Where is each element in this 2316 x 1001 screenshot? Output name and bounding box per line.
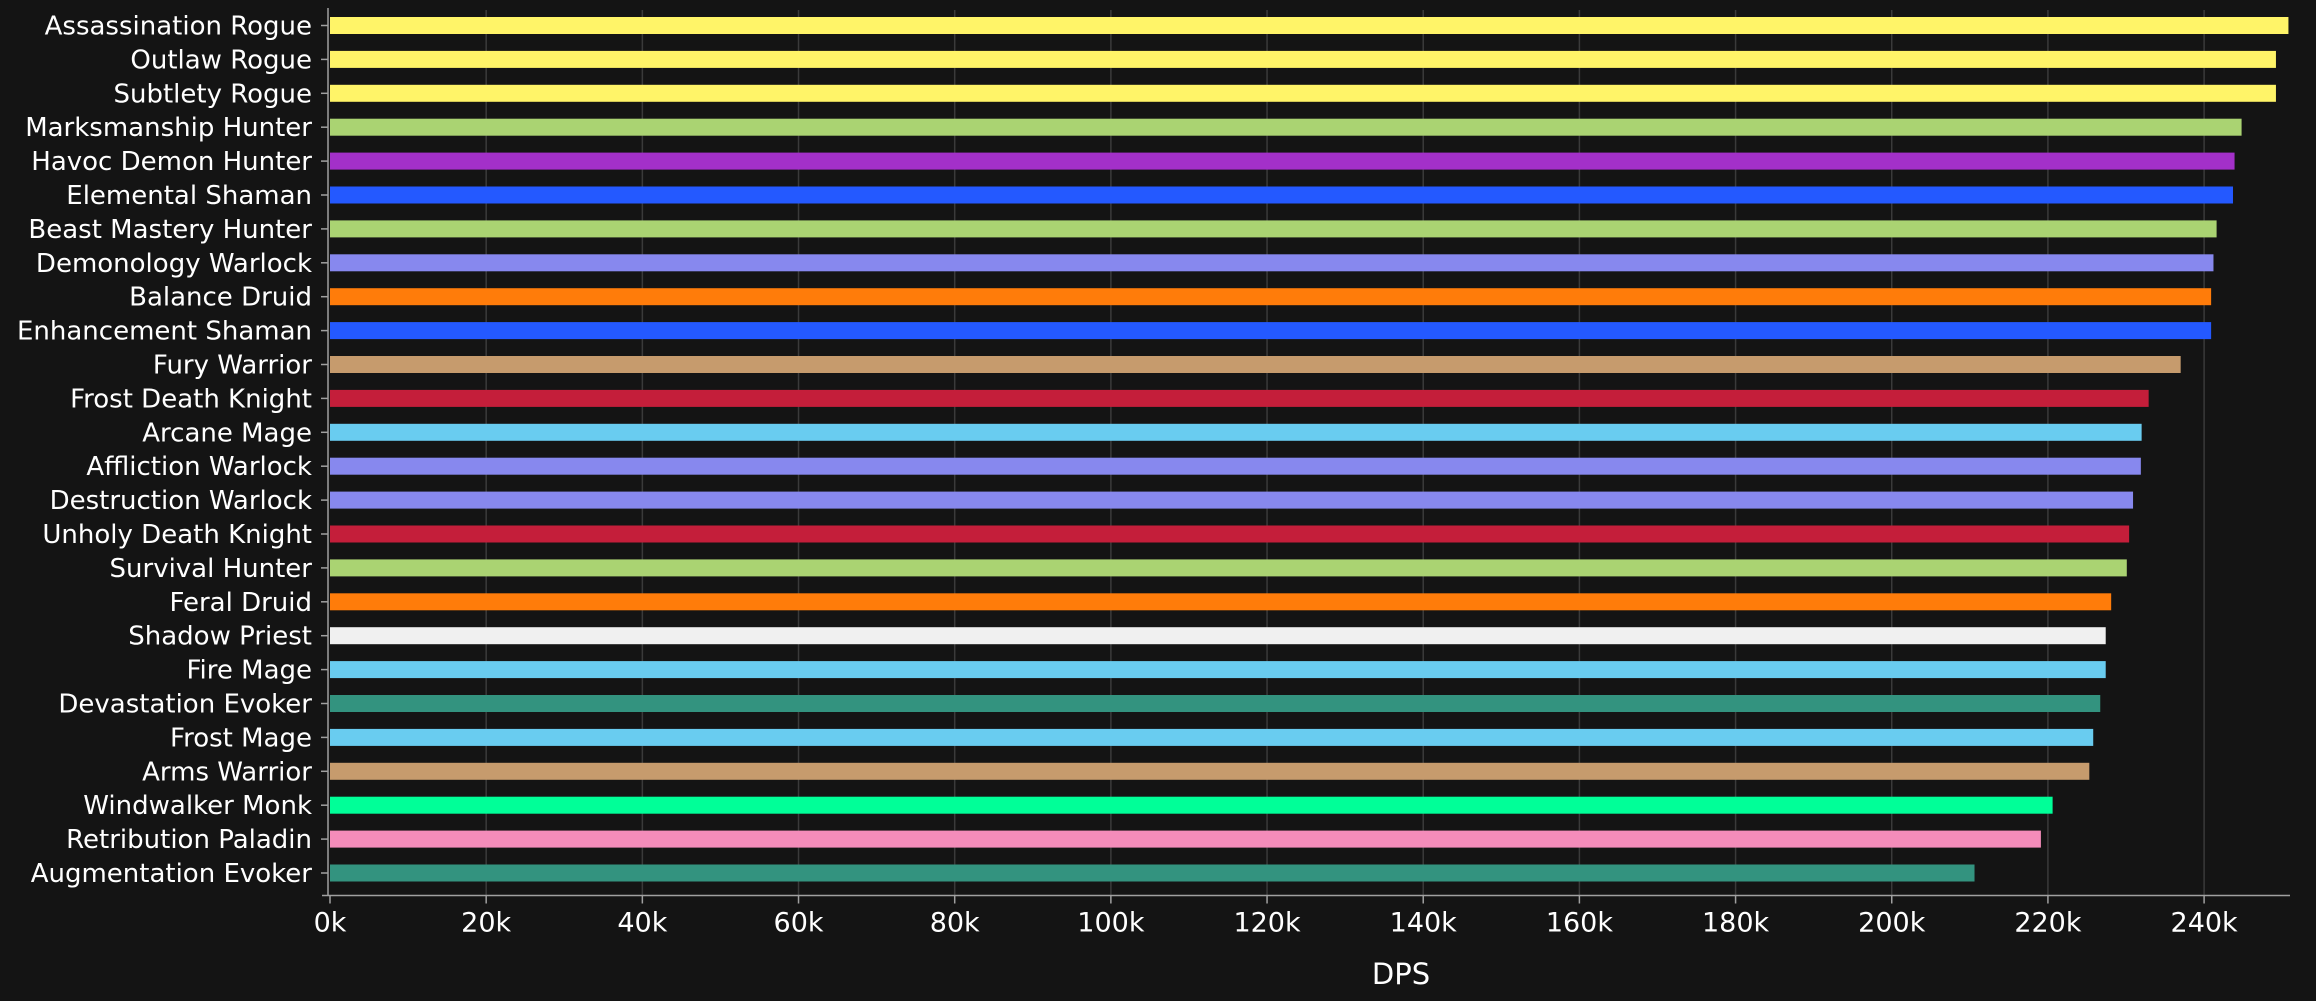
category-label: Outlaw Rogue [130, 45, 312, 75]
x-tick-label: 140k [1390, 908, 1458, 939]
bar [330, 695, 2101, 712]
bar [330, 254, 2214, 272]
x-axis-title: DPS [1372, 957, 1430, 991]
x-tick-label: 160k [1546, 908, 1614, 939]
x-tick-label: 40k [617, 908, 667, 939]
bar [330, 525, 2130, 543]
bar [330, 830, 2041, 848]
category-label: Arcane Mage [142, 418, 312, 448]
bar [330, 559, 2127, 577]
bar [330, 17, 2289, 34]
bar [330, 423, 2142, 441]
category-label: Subtlety Rogue [113, 79, 312, 109]
x-tick-label: 240k [2171, 908, 2239, 939]
x-axis: 0k 20k 40k 60k 80k 100k 120k 140k 160k 180k 200k 22… [314, 894, 2290, 939]
category-label: Destruction Warlock [50, 486, 312, 516]
bar [330, 661, 2106, 679]
x-tick-label: 20k [461, 908, 511, 939]
category-label: Balance Druid [129, 283, 312, 313]
category-label: Beast Mastery Hunter [28, 215, 312, 245]
category-label: Elemental Shaman [66, 181, 312, 211]
bar [330, 491, 2134, 509]
x-tick-label: 120k [1233, 908, 1301, 939]
category-label: Affliction Warlock [86, 452, 312, 482]
category-label: Devastation Evoker [58, 690, 312, 720]
bar-series [330, 17, 2289, 882]
bar [330, 728, 2094, 746]
bar [330, 593, 2112, 611]
x-tick-label: 0k [314, 908, 347, 939]
category-label: Augmentation Evoker [31, 859, 313, 889]
bar [330, 220, 2217, 238]
category-label: Marksmanship Hunter [25, 113, 312, 143]
bar [330, 322, 2212, 340]
bar [330, 152, 2235, 170]
bar [330, 864, 1975, 882]
category-label: Frost Mage [170, 723, 312, 753]
bar [330, 288, 2212, 306]
x-tick-label: 60k [774, 908, 824, 939]
x-tick-label: 80k [930, 908, 980, 939]
bar [330, 118, 2242, 136]
bar [330, 762, 2090, 780]
category-label: Fire Mage [186, 656, 312, 686]
bar [330, 84, 2276, 102]
category-label: Feral Druid [169, 588, 312, 618]
bar [330, 389, 2149, 407]
category-label: Assassination Rogue [45, 12, 312, 42]
bar [330, 186, 2233, 204]
bar [330, 796, 2053, 814]
bar [330, 627, 2106, 645]
category-label: Unholy Death Knight [42, 520, 312, 550]
x-tick-label: 220k [2014, 908, 2082, 939]
bar [330, 356, 2181, 373]
x-tick-label: 100k [1077, 908, 1145, 939]
category-label: Windwalker Monk [83, 791, 312, 821]
bar [330, 50, 2276, 68]
category-label: Fury Warrior [153, 351, 312, 381]
category-label: Shadow Priest [128, 622, 312, 652]
category-label: Frost Death Knight [70, 384, 312, 414]
category-label: Arms Warrior [142, 757, 312, 787]
category-label: Survival Hunter [110, 554, 313, 584]
category-label: Demonology Warlock [36, 249, 312, 279]
category-label: Havoc Demon Hunter [31, 147, 312, 177]
bar [330, 457, 2141, 475]
x-tick-label: 180k [1702, 908, 1770, 939]
category-label: Retribution Paladin [66, 825, 312, 855]
x-tick-label: 200k [1858, 908, 1926, 939]
category-label: Enhancement Shaman [17, 317, 312, 347]
